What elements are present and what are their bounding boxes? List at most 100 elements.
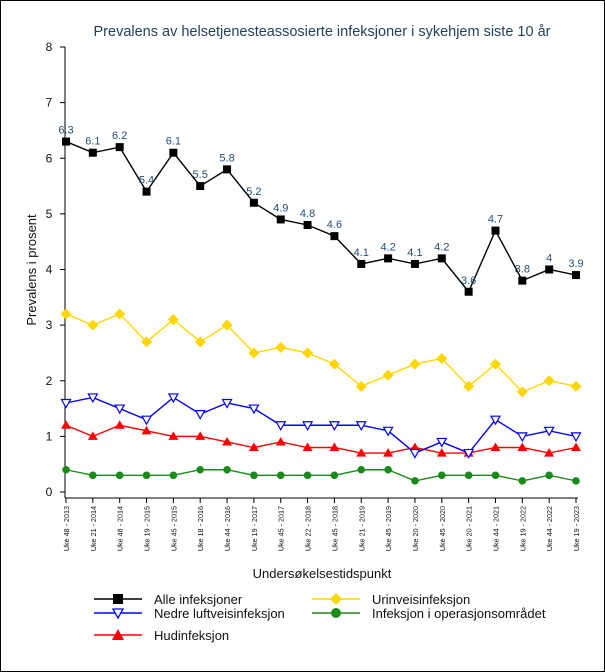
series-hudinfeksjon [61,420,581,457]
x-tick-label: Uke 45 - 2019 [384,506,393,551]
point-alle-infeksjoner [249,198,258,207]
point-infeksjon-i-operasjonsomradet [357,465,366,474]
y-tick-label: 3 [46,318,53,332]
point-infeksjon-i-operasjonsomradet [464,471,473,480]
point-alle-infeksjoner [572,271,580,280]
data-label-alle-infeksjoner: 5.2 [246,186,261,198]
point-nedre-luftveisinfeksjon [570,432,582,443]
series-urinveisinfeksjon [60,308,582,398]
point-urinveisinfeksjon [516,386,528,398]
point-urinveisinfeksjon [194,336,206,348]
data-label-alle-infeksjoner: 4.2 [380,241,395,253]
series-line-alle-infeksjoner [65,140,577,294]
point-urinveisinfeksjon [355,380,367,392]
point-hudinfeksjon [61,420,71,429]
data-label-alle-infeksjoner: 4.6 [327,219,342,231]
point-infeksjon-i-operasjonsomradet [89,471,97,480]
x-tick-label: Uke 44 - 2016 [223,506,232,551]
point-alle-infeksjoner [357,259,366,268]
point-nedre-luftveisinfeksjon [167,393,179,404]
point-urinveisinfeksjon [87,319,99,331]
data-label-alle-infeksjoner: 5.4 [139,175,154,187]
x-tick-label: Uke 45 - 2017 [277,506,286,551]
point-infeksjon-i-operasjonsomradet [196,465,205,474]
point-infeksjon-i-operasjonsomradet [142,471,151,480]
point-alle-infeksjoner [491,226,500,235]
series-nedre-luftveisinfeksjon [60,393,582,459]
data-label-alle-infeksjoner: 5.5 [193,169,208,181]
point-alle-infeksjoner [88,148,97,157]
chart-title: Prevalens av helsetjenesteassosierte inf… [94,24,551,40]
x-tick-label: Uke 20 - 2020 [411,506,420,551]
data-label-alle-infeksjoner: 4.2 [434,241,449,253]
point-nedre-luftveisinfeksjon [194,410,206,420]
point-infeksjon-i-operasjonsomradet [250,471,258,480]
point-nedre-luftveisinfeksjon [114,404,126,415]
point-urinveisinfeksjon [141,336,153,348]
data-label-alle-infeksjoner: 6.3 [58,125,73,137]
series-line-infeksjon-i-operasjonsomradet [65,469,577,482]
y-tick-label: 0 [46,485,53,499]
point-alle-infeksjoner [410,259,419,268]
y-tick-label: 2 [46,374,53,388]
x-tick-label: Uke 20 - 2021 [465,506,474,551]
point-alle-infeksjoner [464,287,473,296]
point-infeksjon-i-operasjonsomradet [437,471,446,480]
x-tick-label: Uke 45 - 2020 [438,506,447,551]
data-label-alle-infeksjoner: 4.9 [273,202,288,214]
x-tick-label: Uke 19 - 2022 [518,506,527,551]
data-label-alle-infeksjoner: 4.1 [407,247,422,259]
y-tick-label: 4 [46,263,53,277]
data-label-alle-infeksjoner: 3.8 [515,264,530,276]
point-infeksjon-i-operasjonsomradet [411,477,419,485]
point-nedre-luftveisinfeksjon [221,398,233,409]
point-hudinfeksjon [141,425,152,435]
series-line-hudinfeksjon [65,424,577,454]
point-nedre-luftveisinfeksjon [248,404,260,415]
point-nedre-luftveisinfeksjon [382,426,394,437]
data-label-alle-infeksjoner: 6.1 [85,136,100,148]
point-nedre-luftveisinfeksjon [409,448,421,459]
point-alle-infeksjoner [437,254,446,263]
x-tick-label: Uke 22 - 2018 [304,506,313,551]
point-infeksjon-i-operasjonsomradet [115,471,124,480]
series-line-nedre-luftveisinfeksjon [65,396,577,454]
point-infeksjon-i-operasjonsomradet [330,471,339,480]
series-line-urinveisinfeksjon [65,313,577,393]
x-tick-label: Uke 21 - 2019 [357,506,366,551]
point-urinveisinfeksjon [463,380,475,392]
point-urinveisinfeksjon [221,319,233,331]
point-infeksjon-i-operasjonsomradet [384,465,392,474]
point-hudinfeksjon [329,442,340,451]
point-alle-infeksjoner [276,215,285,224]
point-infeksjon-i-operasjonsomradet [545,471,553,480]
x-tick-label: Uke 19 - 2023 [572,506,581,551]
point-urinveisinfeksjon [543,375,555,387]
data-label-alle-infeksjoner: 4.8 [300,208,315,220]
point-hudinfeksjon [544,448,555,457]
data-label-alle-infeksjoner: 6.2 [112,130,127,142]
point-urinveisinfeksjon [570,380,582,392]
point-alle-infeksjoner [62,137,70,146]
data-label-alle-infeksjoner: 6.1 [166,136,181,148]
point-hudinfeksjon [571,442,581,451]
point-hudinfeksjon [114,420,125,429]
point-hudinfeksjon [168,431,179,440]
point-infeksjon-i-operasjonsomradet [169,471,178,480]
x-tick-label: Uke 19 - 2017 [250,506,259,551]
point-urinveisinfeksjon [114,308,126,320]
point-urinveisinfeksjon [409,358,421,370]
point-infeksjon-i-operasjonsomradet [572,477,580,485]
point-hudinfeksjon [383,448,394,457]
point-alle-infeksjoner [545,265,554,274]
x-tick-label: Uke 48 - 2013 [62,506,71,551]
data-label-alle-infeksjoner: 4.7 [488,214,503,226]
point-alle-infeksjoner [384,254,393,263]
point-infeksjon-i-operasjonsomradet [276,471,285,480]
y-tick-label: 6 [46,151,53,165]
point-infeksjon-i-operasjonsomradet [62,465,70,474]
point-hudinfeksjon [517,442,528,451]
point-urinveisinfeksjon [275,341,287,353]
x-tick-label: Uke 18 - 2016 [196,506,205,551]
series-layer: 6.3 6.1 6.2 5.4 6.1 5.5 5.8 5.2 4.9 4.8 4.6 4.1 4.2 4… [58,125,584,485]
